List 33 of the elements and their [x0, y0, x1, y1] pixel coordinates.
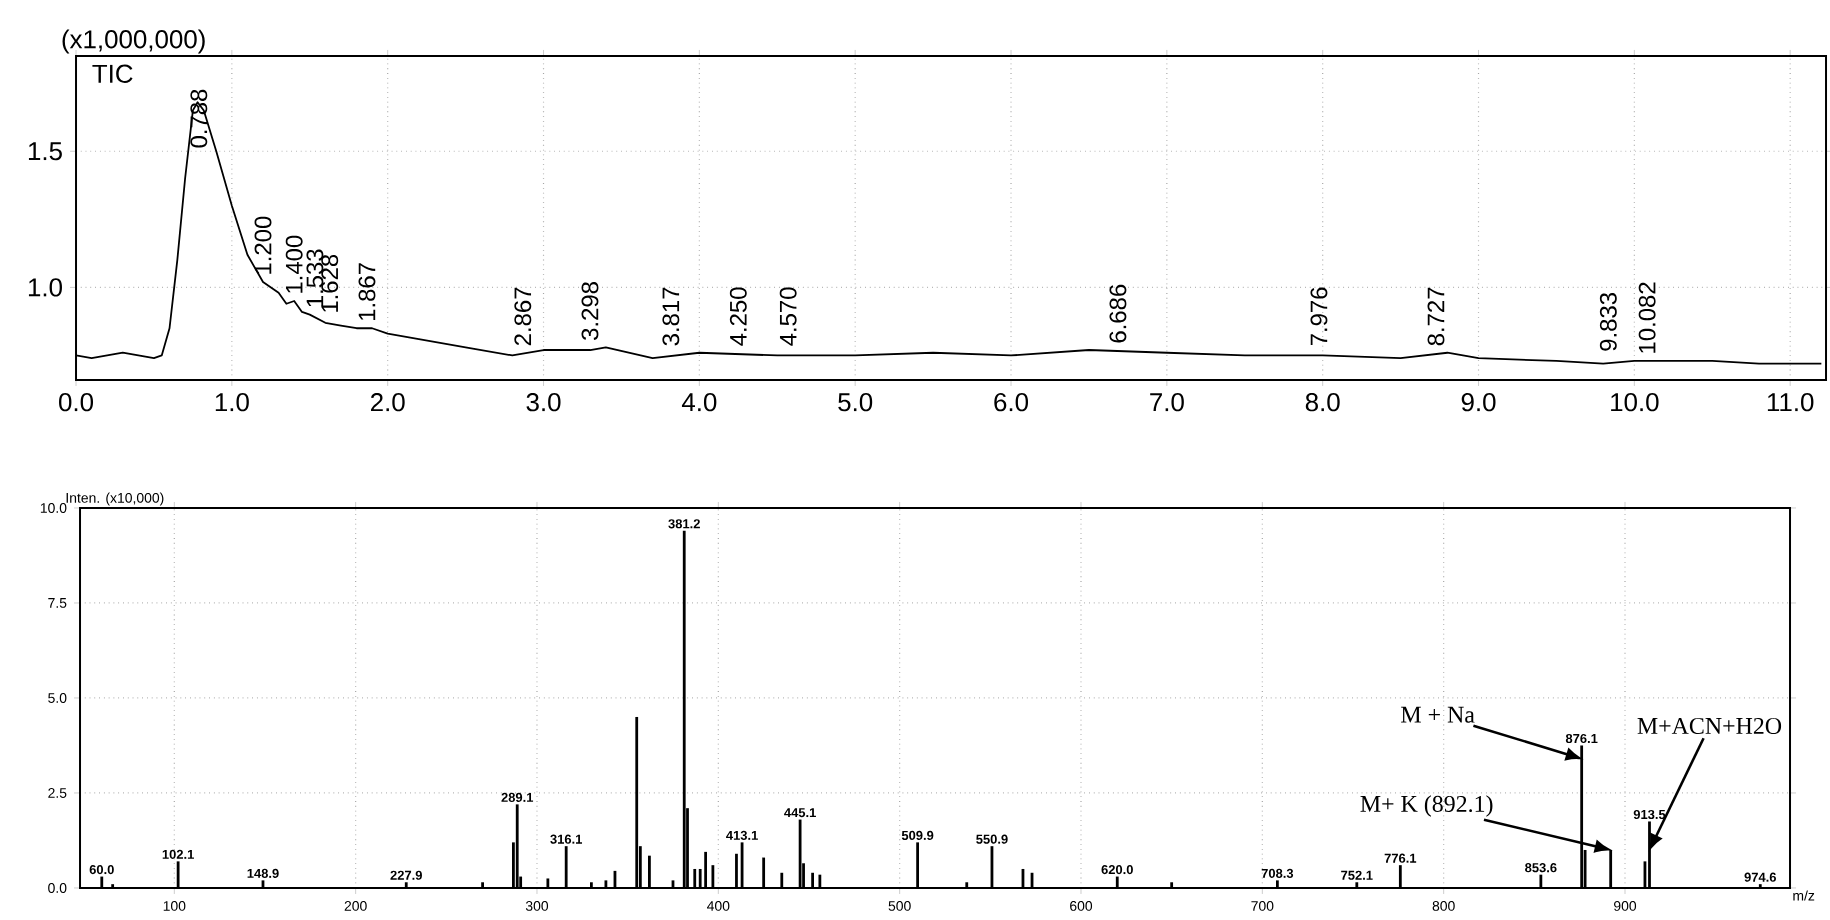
annotation: 1.200	[254, 216, 272, 274]
annotation: 8.727	[1427, 287, 1445, 346]
x-tick-label: 11.0	[1767, 393, 1814, 412]
x-tick-label: 1.0	[215, 393, 249, 412]
annotation: M+ACN+H2O	[1637, 717, 1782, 734]
annotation: 2.867	[514, 287, 532, 346]
annotation: 9.833	[1599, 293, 1617, 351]
x-tick-label: 3.0	[526, 393, 561, 412]
y-axis-title: (x1,000,000)	[62, 29, 205, 54]
annotation: 6.686	[1109, 284, 1127, 343]
x-tick-label: 5.0	[838, 393, 873, 412]
annotation: 1.628	[321, 254, 339, 312]
annotation: 4.250	[729, 287, 747, 346]
annotation: M+ K (892.1)	[1360, 795, 1493, 817]
x-tick-label: 4.0	[681, 393, 717, 412]
annotation: 3.817	[662, 287, 680, 346]
annotation: 1.400	[285, 235, 303, 293]
annotation: M + Na	[1401, 706, 1475, 723]
x-tick-label: 9.0	[1461, 393, 1496, 412]
x-tick-label: 10.0	[1611, 393, 1659, 412]
annotation: 3.298	[581, 282, 599, 340]
annotation: 4.570	[779, 287, 797, 346]
y-tick-label: 1.5	[28, 142, 62, 161]
x-tick-label: 6.0	[994, 393, 1029, 412]
x-tick-label: 7.0	[1150, 393, 1184, 412]
x-tick-label: 2.0	[371, 393, 405, 412]
annotation: 7.976	[1310, 287, 1328, 346]
annotation: 10.082	[1638, 282, 1656, 353]
text: TIC	[92, 64, 133, 83]
annotation: 1.533	[306, 249, 324, 307]
y-tick-label: 1.0	[28, 278, 62, 297]
x-tick-label: 8.0	[1305, 393, 1340, 412]
annotation: 1.867	[358, 263, 376, 321]
